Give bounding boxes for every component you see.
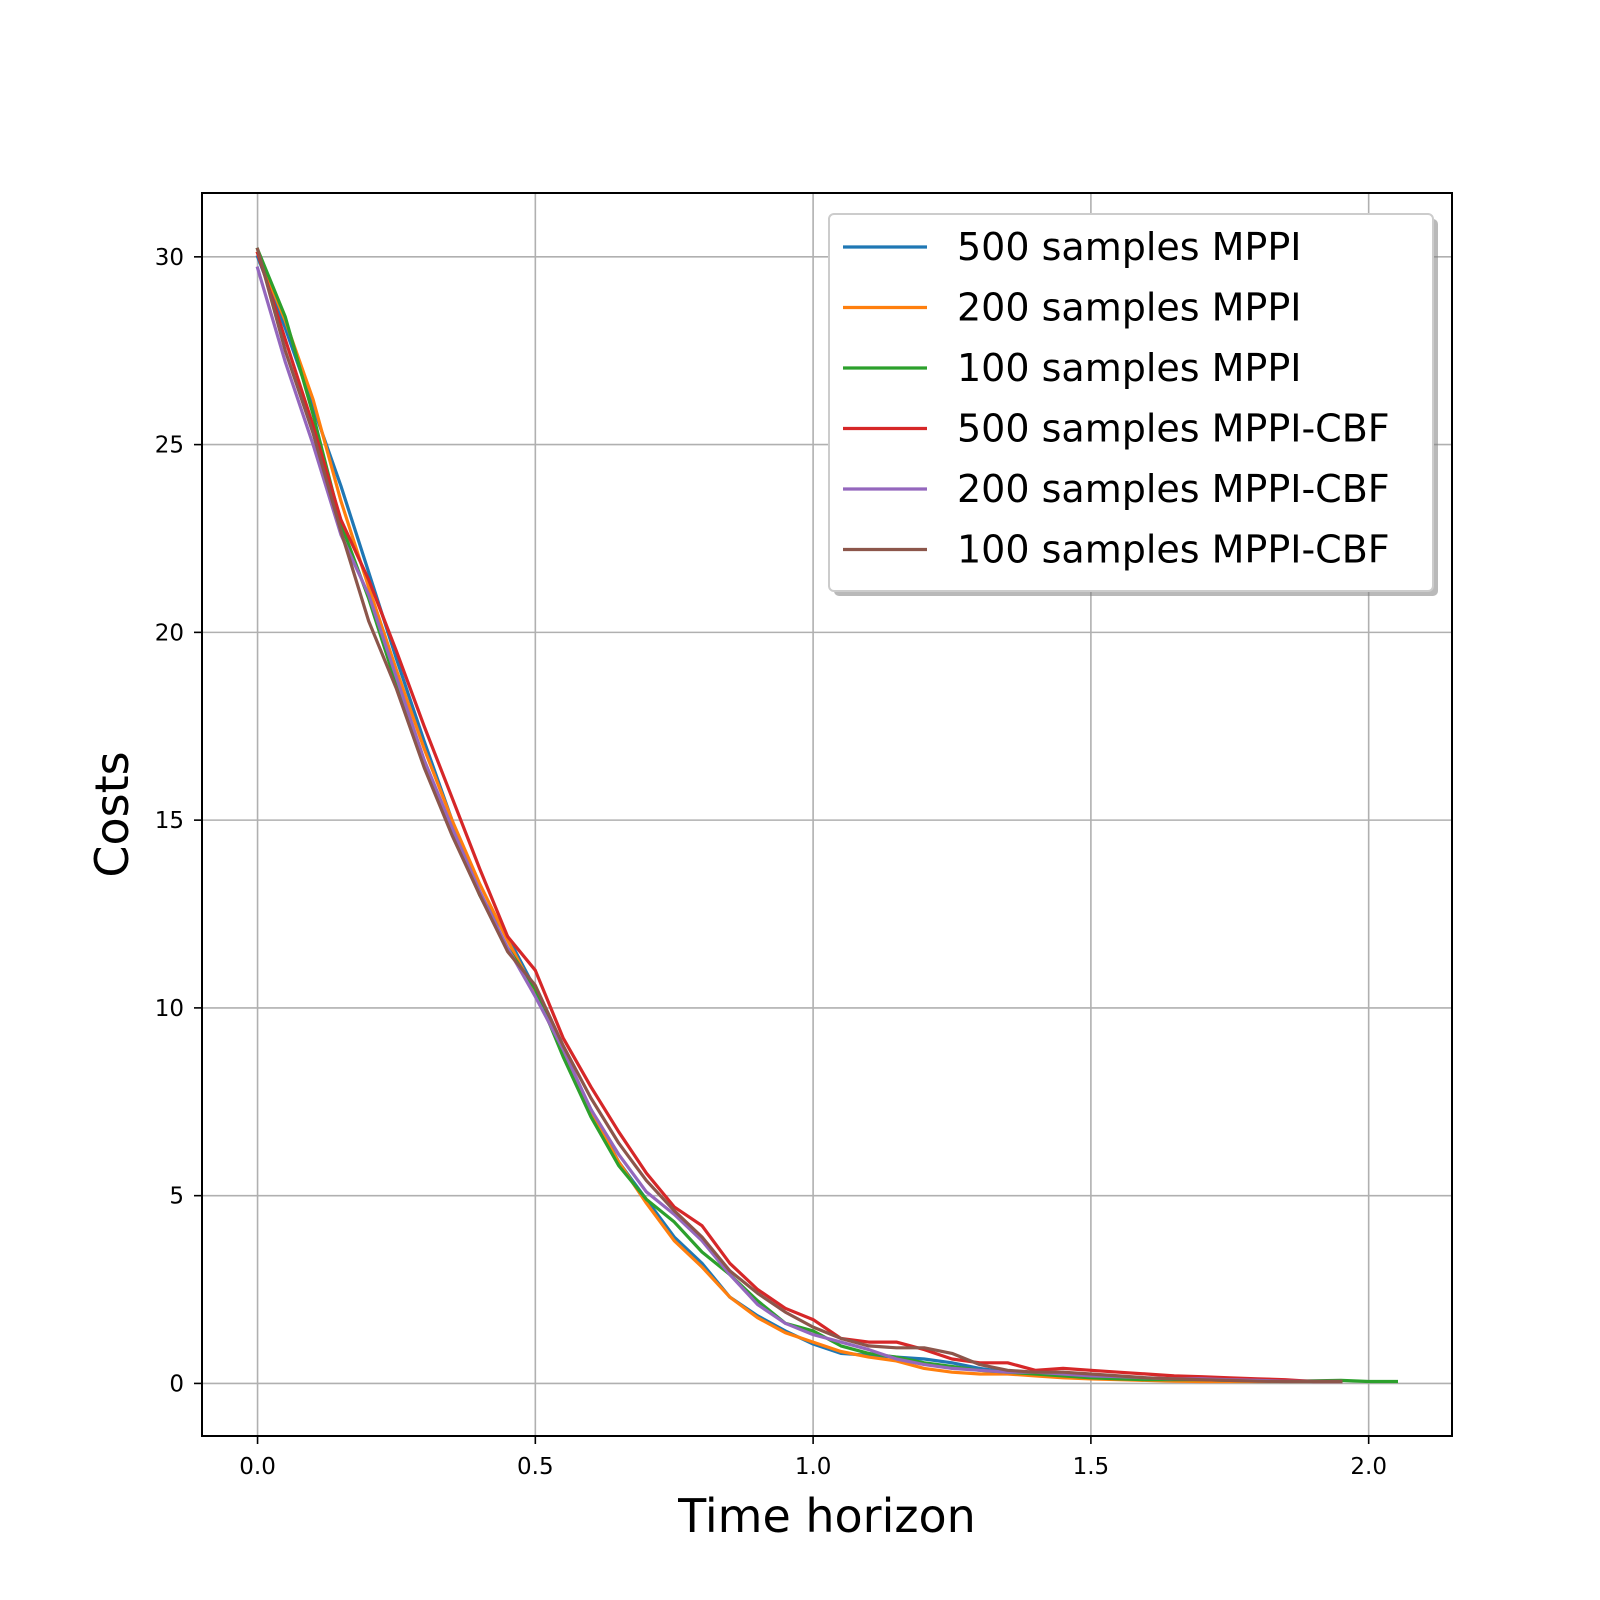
y-axis-title: Costs <box>85 751 139 877</box>
y-tick-label: 10 <box>155 996 184 1022</box>
legend-label: 100 samples MPPI <box>957 346 1301 390</box>
y-tick-label: 0 <box>169 1371 184 1397</box>
legend-label: 500 samples MPPI-CBF <box>957 407 1390 451</box>
legend-label: 500 samples MPPI <box>957 225 1301 269</box>
x-axis-ticks: 0.0 0.5 1.0 1.5 2.0 <box>239 1436 1387 1480</box>
x-tick-label: 1.0 <box>795 1454 832 1480</box>
legend-label: 100 samples MPPI-CBF <box>957 528 1390 572</box>
series-line-4 <box>255 251 1343 1384</box>
x-tick-label: 1.5 <box>1073 1454 1110 1480</box>
legend-label: 200 samples MPPI-CBF <box>957 467 1390 511</box>
y-tick-label: 25 <box>155 433 184 459</box>
x-tick-label: 2.0 <box>1350 1454 1387 1480</box>
series-lines <box>255 247 1399 1384</box>
x-tick-label: 0.5 <box>517 1454 554 1480</box>
legend-label: 200 samples MPPI <box>957 286 1301 330</box>
series-line-6 <box>255 247 1343 1384</box>
x-axis-title: Time horizon <box>677 1489 976 1543</box>
y-tick-label: 20 <box>155 620 184 646</box>
y-tick-label: 5 <box>169 1184 184 1210</box>
y-tick-label: 30 <box>155 245 184 271</box>
x-tick-label: 0.0 <box>239 1454 276 1480</box>
legend-box <box>828 213 1434 592</box>
y-tick-label: 15 <box>155 808 184 834</box>
legend: 500 samples MPPI 200 samples MPPI 100 samp… <box>828 213 1438 596</box>
y-axis-ticks: 0 5 10 15 20 25 30 <box>155 245 202 1397</box>
plot-frame <box>201 192 1453 1437</box>
